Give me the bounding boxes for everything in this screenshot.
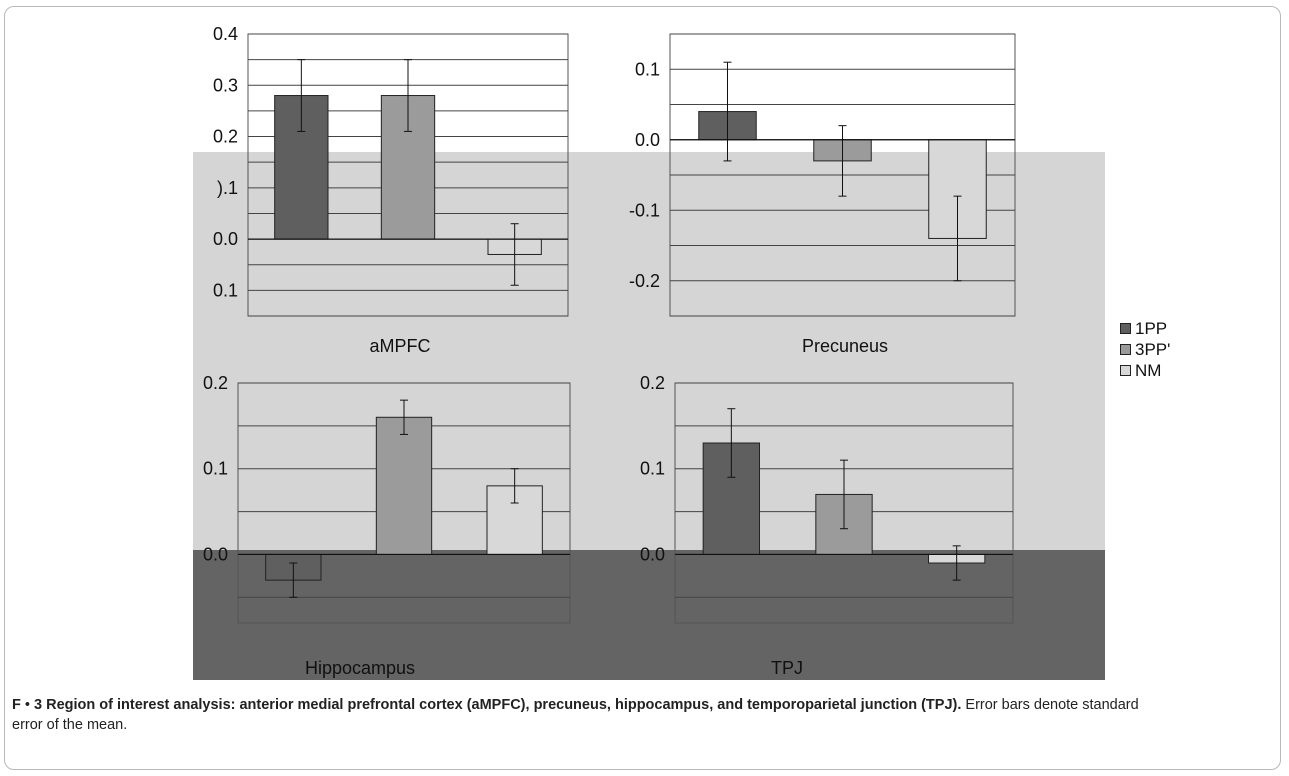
y-tick-label: 0.1 [203, 459, 228, 479]
legend-label-nm: NM [1135, 360, 1162, 380]
caption-number: 3 [34, 697, 43, 713]
figure-frame [4, 6, 1281, 770]
legend-item-3pp: 3PP' [1120, 339, 1170, 360]
caption-label: F [12, 697, 21, 713]
y-tick-label: 0.0 [635, 130, 660, 150]
y-tick-label: -0.1 [629, 200, 660, 220]
y-tick-label: 0.0 [640, 544, 665, 564]
y-tick-label: 0.3 [213, 75, 238, 95]
y-tick-label: 0.1 [640, 459, 665, 479]
legend-label-3pp: 3PP' [1135, 339, 1171, 359]
panel-title-tpj: TPJ [771, 658, 803, 678]
charts-layer: 0.4 0.3 0.2 ).1 0.0 0.1 0.1 0.0 -0.1 -0.2 0.2 0.1 0.… [203, 24, 1016, 624]
panel-title-hippocampus: Hippocampus [305, 658, 415, 678]
legend-label-1pp: 1PP [1135, 318, 1168, 338]
panel-title-ampfc: aMPFC [369, 336, 430, 356]
y-tick-label: 0.2 [640, 373, 665, 393]
y-tick-label: 0.2 [213, 127, 238, 147]
legend-item-1pp: 1PP [1120, 318, 1170, 339]
legend-swatch-3pp [1120, 344, 1131, 355]
bottom-panel-background [193, 550, 1105, 680]
caption-note: Error bars denote standard error of the … [12, 697, 1139, 733]
bullet-icon: • [24, 697, 34, 713]
caption-title: Region of interest analysis: anterior me… [46, 697, 962, 713]
y-tick-label: 0.1 [635, 59, 660, 79]
y-tick-label: 0.4 [213, 24, 238, 44]
bar-3pp [375, 416, 433, 555]
figure-caption: F • 3 Region of interest analysis: anter… [12, 695, 1162, 735]
y-tick-label: 0.2 [203, 373, 228, 393]
legend-item-nm: NM [1120, 360, 1170, 381]
legend-swatch-1pp [1120, 323, 1131, 334]
y-tick-label: ).1 [217, 178, 238, 198]
panel-title-precuneus: Precuneus [802, 336, 888, 356]
y-tick-label: -0.2 [629, 271, 660, 291]
y-tick-label: 0.1 [213, 280, 238, 300]
y-tick-label: 0.0 [203, 544, 228, 564]
legend: 1PP 3PP' NM [1120, 318, 1170, 381]
legend-swatch-nm [1120, 365, 1131, 376]
y-tick-label: 0.0 [213, 229, 238, 249]
